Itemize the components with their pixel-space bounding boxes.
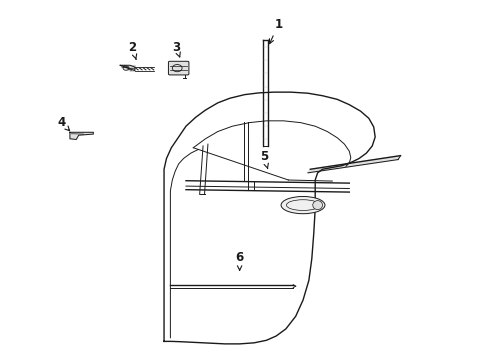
Polygon shape xyxy=(70,132,93,139)
Polygon shape xyxy=(307,156,400,173)
Text: 3: 3 xyxy=(172,41,180,57)
Text: 2: 2 xyxy=(128,41,137,59)
Text: 1: 1 xyxy=(269,18,282,44)
Ellipse shape xyxy=(312,201,322,210)
Text: 5: 5 xyxy=(259,150,268,169)
FancyBboxPatch shape xyxy=(168,61,188,75)
Text: 4: 4 xyxy=(58,116,69,131)
Ellipse shape xyxy=(281,197,325,214)
Text: 6: 6 xyxy=(235,251,243,270)
